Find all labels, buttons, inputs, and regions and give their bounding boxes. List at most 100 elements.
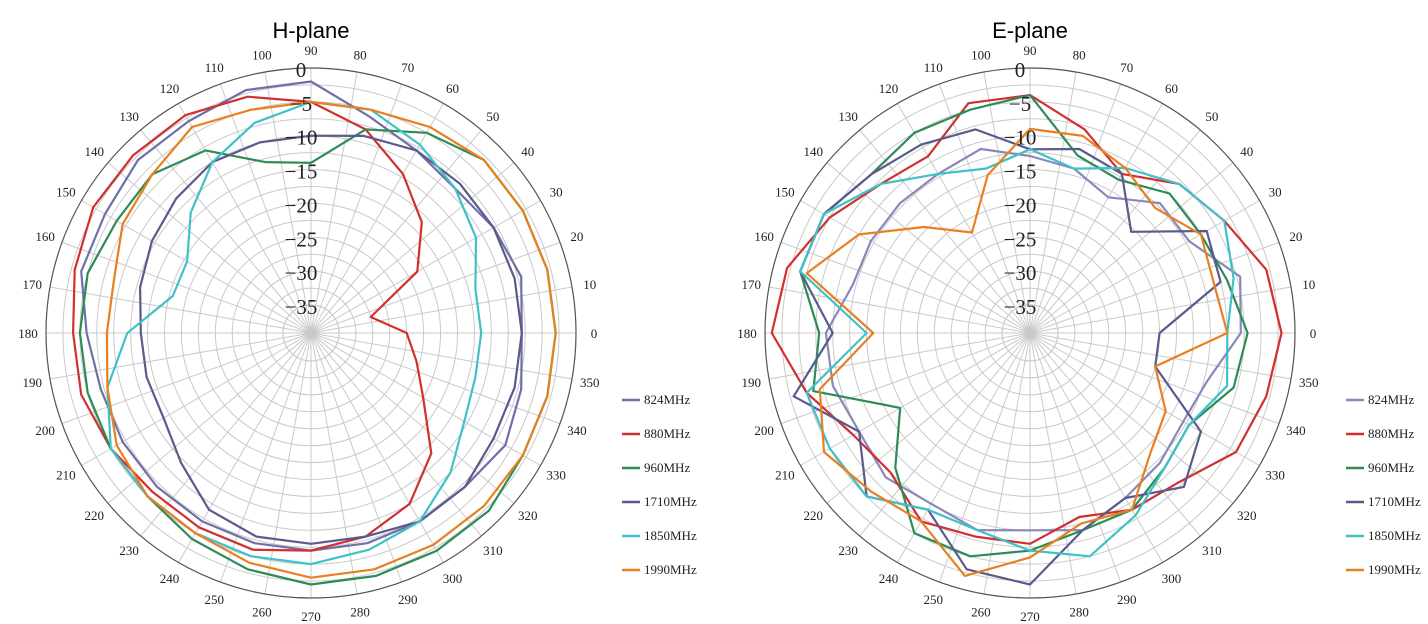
h-plane-spoke [310,71,358,334]
h-plane-radial-label: −30 [285,261,318,285]
h-plane-spoke [310,332,358,595]
h-plane-angle-label: 250 [204,592,224,607]
e-plane-angle-label: 80 [1073,47,1086,62]
h-plane-legend-label: 1990MHz [644,562,697,577]
h-plane-spoke [310,332,482,537]
e-plane-spoke [1029,162,1234,334]
h-plane-angle-label: 40 [521,144,534,159]
e-plane-spoke [1029,71,1077,334]
h-plane-spoke [310,332,541,466]
h-plane-angle-label: 290 [398,592,418,607]
h-plane-spoke [81,332,312,466]
e-plane-outer-ring [764,67,1296,599]
h-plane-angle-label: 170 [23,277,43,292]
h-plane-spoke [310,129,482,334]
h-plane-radial-label: −15 [285,160,318,184]
e-plane-radial-label: −35 [1004,295,1037,319]
e-plane-spoke [1029,103,1163,334]
h-plane-polar-plot: H-plane 0 10 20 30 40 50 60 70 80 90 100 110 120 130 14… [18,18,697,624]
h-plane-spoke [61,332,312,425]
e-plane-legend-label: 1850MHz [1368,528,1421,543]
h-plane-angle-label: 20 [570,229,583,244]
h-plane-spoke [310,241,561,334]
h-plane-angle-label: 190 [23,375,43,390]
e-plane-radial-label: −10 [1004,126,1037,150]
h-plane-angle-label: 160 [35,229,55,244]
h-plane-series-1850MHz [106,100,483,566]
h-plane-angle-label: 200 [35,423,55,438]
h-plane-series-1990MHz [105,100,557,579]
h-plane-spoke [310,332,561,425]
h-plane-spoke [310,162,515,334]
e-plane-spoke [897,332,1031,563]
h-plane-radial-label: −20 [285,193,318,217]
e-plane-angle-label: 220 [803,508,823,523]
e-plane-angle-label: 310 [1202,543,1222,558]
e-plane-angle-label: 290 [1117,592,1137,607]
e-plane-spoke [938,83,1031,334]
h-plane-angle-label: 270 [301,609,321,624]
h-plane-angle-label: 90 [305,43,318,58]
h-plane-series-880MHz [72,95,433,552]
e-plane-series-1990MHz [805,127,1229,577]
e-plane-legend-label: 1710MHz [1368,494,1421,509]
h-plane-angle-label: 300 [443,571,463,586]
e-plane-spoke [826,332,1031,504]
e-plane-spoke [1029,286,1292,334]
e-plane-angle-label: 110 [924,60,943,75]
h-plane-angle-label: 10 [583,277,596,292]
e-plane-angle-label: 240 [879,571,899,586]
e-plane-radial-label: −20 [1004,193,1037,217]
e-plane-angle-label: 300 [1162,571,1182,586]
e-plane-radial-label: 0 [1015,58,1026,82]
e-plane-angle-label: 20 [1289,229,1302,244]
h-plane-angle-label: 340 [567,423,587,438]
e-plane-spoke [1029,332,1260,466]
e-plane-legend-label: 1990MHz [1368,562,1421,577]
h-plane-angle-label: 110 [205,60,224,75]
e-plane-spoke [1029,332,1163,563]
h-plane-angle-label: 210 [56,468,76,483]
e-plane-spoke [1029,332,1122,583]
h-plane-radial-label: −5 [290,92,312,116]
e-plane-spoke [800,200,1031,334]
e-plane-spoke [1029,332,1234,504]
e-plane-spoke [859,332,1031,537]
e-plane-series-1710MHz [792,128,1222,586]
h-plane-spoke [310,332,515,504]
e-plane-angle-label: 10 [1302,277,1315,292]
h-plane-spoke [310,332,573,380]
e-plane-spoke [1029,241,1280,334]
h-plane-angle-label: 350 [580,375,600,390]
e-plane-angle-label: 250 [923,592,943,607]
h-plane-angle-label: 240 [160,571,180,586]
e-plane-angle-label: 160 [754,229,774,244]
e-plane-angle-label: 150 [775,185,795,200]
h-plane-angle-label: 0 [591,326,598,341]
e-plane-angle-label: 130 [838,109,858,124]
e-plane-spoke [800,332,1031,466]
h-plane-spoke [81,200,312,334]
h-plane-spoke [310,286,573,334]
e-plane-angle-label: 30 [1269,185,1282,200]
e-plane-angle-label: 330 [1265,468,1285,483]
e-plane-title: E-plane [992,18,1068,43]
h-plane-angle-label: 280 [350,605,370,620]
e-plane-angle-label: 350 [1299,375,1319,390]
h-plane-angle-label: 230 [119,543,139,558]
h-plane-legend-label: 824MHz [644,392,690,407]
e-plane-radial-label: −5 [1009,92,1031,116]
h-plane-spoke [140,332,312,537]
e-plane-radial-label: −15 [1004,160,1037,184]
h-plane-spoke [310,83,403,334]
e-plane-spoke [1029,332,1280,425]
e-plane-angle-label: 140 [803,144,823,159]
e-plane-spoke [1029,129,1201,334]
h-plane-angle-label: 180 [18,326,38,341]
h-plane-spoke [61,241,312,334]
h-plane-angle-label: 150 [56,185,76,200]
h-plane-angle-label: 130 [119,109,139,124]
e-plane-angle-label: 70 [1120,60,1133,75]
h-plane-angle-label: 120 [160,81,180,96]
h-plane-angle-label: 70 [401,60,414,75]
